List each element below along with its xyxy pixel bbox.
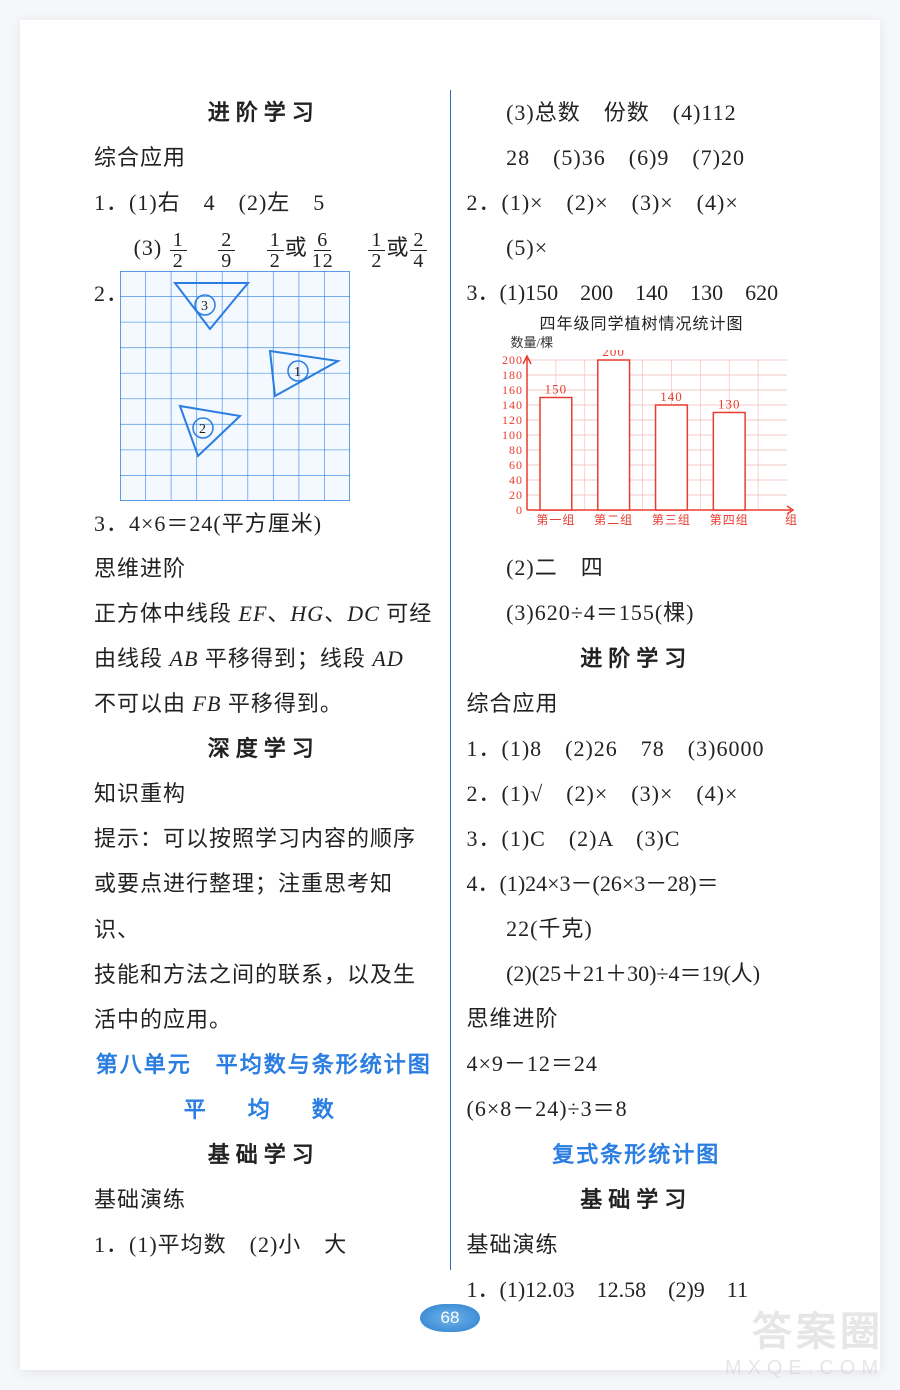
heading-base-left: 基础学习	[94, 1132, 434, 1177]
tip1: 提示：可以按照学习内容的顺序	[94, 816, 434, 861]
r-a4b: (2)(25＋21＋30)÷4＝19(人)	[467, 951, 807, 996]
q3-line: 3．4×6＝24(平方厘米)	[94, 501, 434, 546]
cube-line3: 不可以由 FB 平移得到。	[94, 681, 434, 726]
heading-siwei-left: 思维进阶	[94, 546, 434, 591]
cube-line2: 由线段 AB 平移得到；线段 AD	[94, 636, 434, 681]
frac-e: 12	[368, 230, 385, 271]
watermark-top: 答案圈	[752, 1299, 884, 1357]
r-a1: 1．(1)8 (2)26 78 (3)6000	[467, 726, 807, 771]
svg-text:第四组: 第四组	[709, 513, 748, 527]
heading-advance-right: 进阶学习	[467, 636, 807, 681]
svg-text:80: 80	[509, 443, 523, 457]
svg-text:60: 60	[509, 458, 523, 472]
r-l2: 28 (5)36 (6)9 (7)20	[467, 135, 807, 180]
frac-f: 24	[410, 230, 427, 271]
svg-text:1: 1	[294, 365, 302, 380]
watermark-bottom: MXQE.COM	[725, 1357, 884, 1380]
heading-zhishi: 知识重构	[94, 771, 434, 816]
svg-text:150: 150	[544, 382, 567, 397]
q1-line3: (3) 12 29 12或612 12或24	[94, 225, 434, 270]
svg-text:200: 200	[602, 350, 625, 359]
grid-figure: 3 1 2	[120, 271, 350, 501]
column-divider	[450, 90, 451, 1270]
heading-jichu-left: 基础演练	[94, 1177, 434, 1222]
heading-zonghe-left: 综合应用	[94, 135, 434, 180]
svg-text:160: 160	[502, 383, 523, 397]
r-q3-2: (2)二 四	[467, 545, 807, 590]
svg-text:100: 100	[502, 428, 523, 442]
heading-base-right: 基础学习	[467, 1177, 807, 1222]
svg-text:200: 200	[502, 353, 523, 367]
r-q3: 3．(1)150 200 140 130 620	[467, 270, 807, 315]
heading-zonghe-right: 综合应用	[467, 681, 807, 726]
r-q3-3: (3)620÷4＝155(棵)	[467, 590, 807, 635]
sub-avg-title: 平 均 数	[94, 1087, 434, 1132]
r-s1: 4×9－12＝24	[467, 1041, 807, 1086]
svg-text:3: 3	[201, 299, 209, 314]
svg-text:第三组: 第三组	[651, 513, 690, 527]
svg-text:40: 40	[509, 473, 523, 487]
unit8-title: 第八单元 平均数与条形统计图	[94, 1042, 434, 1087]
page-number: 68	[420, 1304, 480, 1332]
r-a2: 2．(1)√ (2)× (3)× (4)×	[467, 771, 807, 816]
right-column: (3)总数 份数 (4)112 28 (5)36 (6)9 (7)20 2．(1…	[453, 90, 821, 1270]
r-a4a2: 22(千克)	[467, 906, 807, 951]
r-l1: (3)总数 份数 (4)112	[467, 90, 807, 135]
svg-text:140: 140	[660, 389, 683, 404]
heading-jichu-right: 基础演练	[467, 1222, 807, 1267]
frac-b: 29	[218, 230, 235, 271]
bar-chart: 020406080100120140160180200150第一组200第二组1…	[487, 350, 797, 530]
heading-advance-left: 进阶学习	[94, 90, 434, 135]
svg-text:120: 120	[502, 413, 523, 427]
watermark: 答案圈 MXQE.COM	[725, 1299, 884, 1380]
tip2: 或要点进行整理；注重思考知识、	[94, 861, 434, 951]
tip4: 活中的应用。	[94, 997, 434, 1042]
frac-a: 12	[170, 230, 187, 271]
r-a3: 3．(1)C (2)A (3)C	[467, 816, 807, 861]
svg-text:组别: 组别	[785, 513, 797, 527]
cube-line1: 正方体中线段 EF、HG、DC 可经	[94, 591, 434, 636]
r-a4a: 4．(1)24×3－(26×3－28)＝	[467, 861, 807, 906]
left-column: 进阶学习 综合应用 1．(1)右 4 (2)左 5 (3) 12 29 12或6…	[80, 90, 448, 1270]
bar-chart-container: 四年级同学植树情况统计图 数量/棵 0204060801001201401601…	[487, 315, 797, 536]
heading-deep: 深度学习	[94, 726, 434, 771]
svg-text:140: 140	[502, 398, 523, 412]
svg-text:180: 180	[502, 368, 523, 382]
q1-line1: 1．(1)右 4 (2)左 5	[94, 180, 434, 225]
svg-text:20: 20	[509, 488, 523, 502]
chart-title: 四年级同学植树情况统计图	[487, 315, 797, 334]
q2-label: 2．	[94, 271, 120, 316]
frac-c: 12	[267, 230, 284, 271]
r-q2b: (5)×	[467, 225, 807, 270]
svg-text:130: 130	[717, 397, 740, 412]
svg-text:第一组: 第一组	[536, 513, 575, 527]
left-b1: 1．(1)平均数 (2)小 大	[94, 1222, 434, 1267]
sub-compound-title: 复式条形统计图	[467, 1132, 807, 1177]
svg-text:0: 0	[516, 503, 523, 517]
heading-siwei-right: 思维进阶	[467, 996, 807, 1041]
svg-text:第二组: 第二组	[594, 513, 633, 527]
tip3: 技能和方法之间的联系，以及生	[94, 952, 434, 997]
chart-y-unit: 数量/棵	[511, 335, 797, 351]
svg-text:2: 2	[199, 422, 207, 437]
frac-d: 612	[309, 230, 337, 271]
r-s2: (6×8－24)÷3＝8	[467, 1086, 807, 1131]
q2-grid-wrap: 2． 3 1 2	[94, 271, 434, 501]
r-q2: 2．(1)× (2)× (3)× (4)×	[467, 180, 807, 225]
